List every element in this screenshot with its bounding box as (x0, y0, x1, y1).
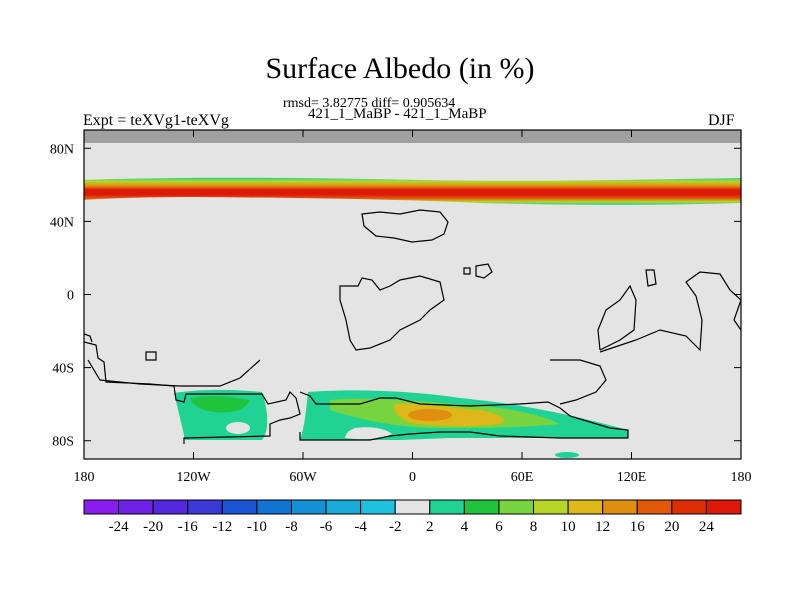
coastline-africa (550, 359, 607, 405)
colorbar-label: -6 (320, 519, 333, 535)
coastline-asia-edge (733, 299, 741, 331)
colorbar-label: 4 (461, 519, 469, 535)
coastline-east-landmass (599, 271, 741, 353)
season-label: DJF (708, 112, 735, 129)
colorbar-swatch (498, 499, 535, 515)
stats-text: rmsd= 3.82775 diff= 0.905634 (283, 96, 456, 111)
colorbar-swatch (118, 499, 154, 515)
colorbar-swatch (636, 499, 673, 515)
coastlines (84, 209, 741, 444)
antarctic-hole-west (226, 422, 250, 434)
colorbar-label: -12 (212, 519, 232, 535)
coastline-africa-west (87, 359, 261, 387)
coastline-east-edge (84, 333, 93, 343)
colorbar-swatch (463, 499, 500, 515)
colorbar-swatch (256, 499, 292, 515)
coastline-island-d (645, 269, 657, 287)
experiment-label: Expt = teXVg1-teXVg (83, 112, 229, 129)
northern-band-anomaly (84, 177, 741, 205)
coastline-antarctica-west (84, 341, 301, 444)
antarctic-hole-east (345, 427, 392, 440)
y-tick-label: 0 (67, 289, 74, 304)
colorbar-swatch (429, 499, 465, 515)
colorbar-label: 6 (495, 519, 503, 535)
colorbar-swatch (325, 499, 362, 515)
colorbar: -24 -20 -16 -12 -10 -8 -6 -4 -2 2 4 6 8 10 12 16 20 24 (83, 499, 742, 535)
colorbar-label: -4 (354, 519, 367, 535)
colorbar-label: 10 (561, 519, 576, 535)
coastline-antarctica-east (299, 391, 629, 441)
coastline-island-c (475, 263, 493, 279)
chart-title: Surface Albedo (in %) (265, 52, 535, 85)
small-anomaly-south (555, 452, 579, 458)
colorbar-label: -2 (389, 519, 402, 535)
coastline-island-b (463, 267, 471, 275)
colorbar-label: 2 (426, 519, 434, 535)
x-tick-label: 0 (409, 470, 416, 485)
axes: 180 120W 60W 0 60E 120E 180 80N 40N 0 40S 80S (50, 130, 752, 485)
colorbar-swatch (290, 499, 327, 515)
colorbar-label: 8 (530, 519, 538, 535)
coastline-north-spot (361, 209, 449, 243)
coastline-island-a (145, 351, 157, 361)
y-tick-label: 40S (52, 362, 74, 377)
case-names: 421_1_MaBP - 421_1_MaBP (308, 106, 487, 122)
x-tick-label: 60E (511, 470, 534, 485)
coastline-south-america (339, 275, 445, 351)
colorbar-label: 12 (595, 519, 610, 535)
colorbar-swatch (567, 499, 604, 515)
colorbar-swatch (671, 499, 707, 515)
colorbar-swatch (152, 499, 189, 515)
y-tick-label: 80N (50, 142, 74, 157)
coastline-east-inner (597, 284, 637, 351)
colorbar-label: -8 (285, 519, 298, 535)
colorbar-swatch (360, 499, 396, 515)
x-tick-label: 120W (176, 470, 211, 485)
colorbar-swatch (221, 499, 258, 515)
colorbar-swatch (394, 499, 431, 515)
colorbar-label: -10 (247, 519, 267, 535)
colorbar-label: 20 (664, 519, 679, 535)
colorbar-swatch (83, 499, 120, 515)
colorbar-label: -16 (178, 519, 198, 535)
x-tick-label: 120E (617, 470, 647, 485)
colorbar-label: 24 (699, 519, 715, 535)
x-tick-label: 180 (74, 470, 95, 485)
colorbar-label: -24 (109, 519, 129, 535)
colorbar-label: 16 (630, 519, 646, 535)
y-tick-label: 40N (50, 215, 74, 230)
colorbar-label: -20 (143, 519, 163, 535)
colorbar-swatch (602, 499, 638, 515)
x-tick-label: 60W (289, 470, 317, 485)
x-tick-label: 180 (731, 470, 752, 485)
colorbar-swatch (705, 499, 742, 515)
y-tick-label: 80S (52, 435, 74, 450)
antarctic-anomaly-west-core (190, 396, 250, 413)
antarctic-anomaly-east-peak (408, 409, 452, 421)
colorbar-swatch (187, 499, 223, 515)
colorbar-swatch (533, 499, 569, 515)
